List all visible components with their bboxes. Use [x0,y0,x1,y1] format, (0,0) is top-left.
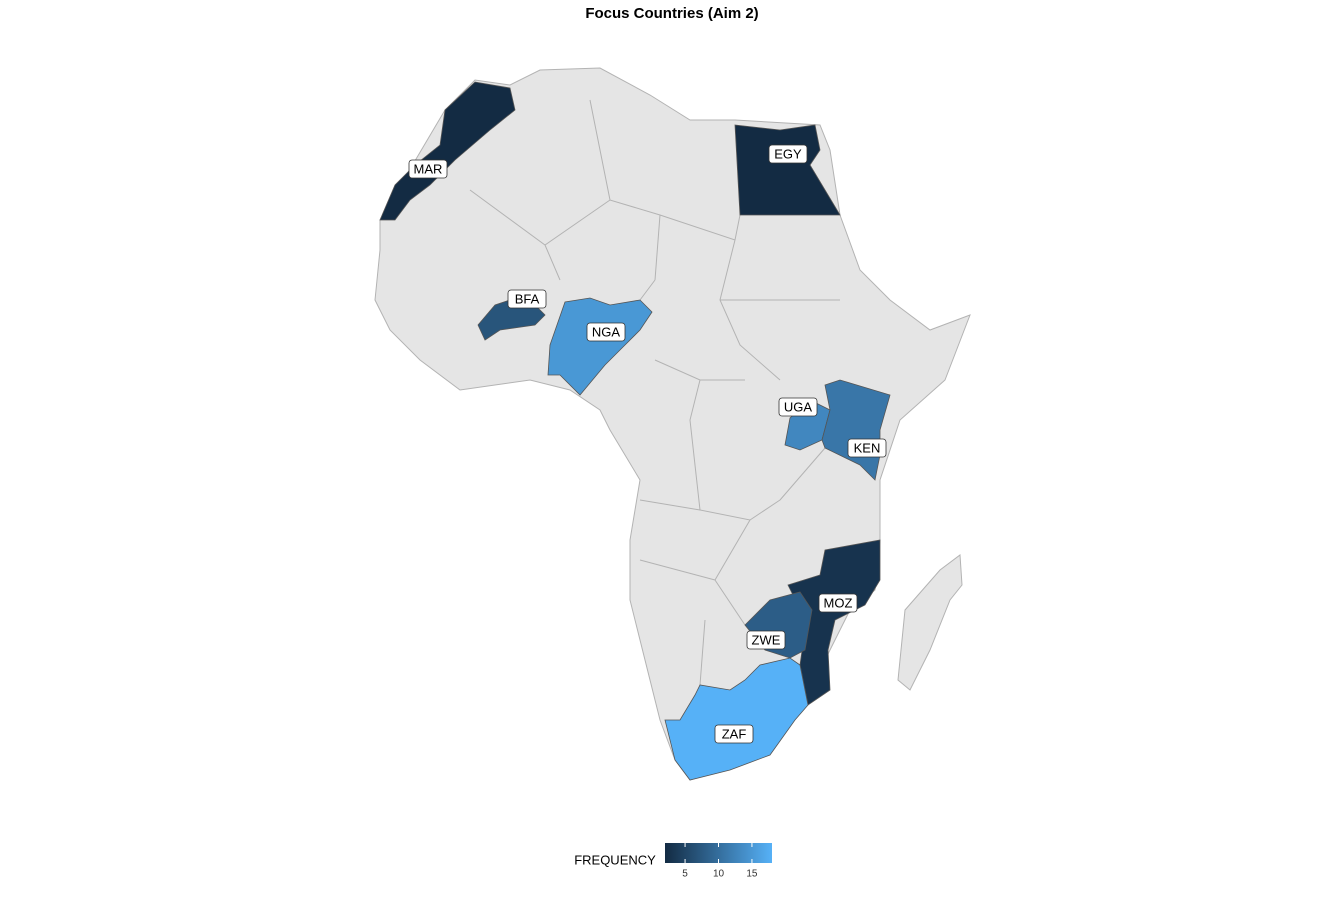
legend-tick-label: 15 [746,869,758,880]
legend-title: FREQUENCY [574,852,656,867]
country-label: KEN [854,440,881,455]
country-label: UGA [784,399,813,414]
label-box [746,630,786,650]
label-box [847,438,887,458]
label-box [778,397,818,417]
focus-countries [379,81,891,781]
label-box [507,289,547,309]
label-box [768,144,808,164]
country-label: MAR [414,161,443,176]
country-label: ZAF [722,726,747,741]
madagascar [897,554,963,691]
label-box [586,322,626,342]
country-region [734,124,841,216]
label-box [408,159,448,179]
country-region [547,297,653,396]
country-label: EGY [774,146,802,161]
chart-title: Focus Countries (Aim 2) [585,5,758,22]
legend-colorbar [665,843,772,863]
country-label: NGA [592,324,621,339]
country-region [664,657,809,781]
legend-tick-label: 5 [682,869,688,880]
legend-tick-label: 10 [713,869,725,880]
country-label: ZWE [752,632,781,647]
label-box [818,593,858,613]
country-label: BFA [515,291,540,306]
country-labels: MAR EGY BFA NGA UGA KEN MOZ ZWE ZAF [408,144,887,744]
borders [469,99,840,686]
country-label: MOZ [824,595,853,610]
label-box [714,724,754,744]
